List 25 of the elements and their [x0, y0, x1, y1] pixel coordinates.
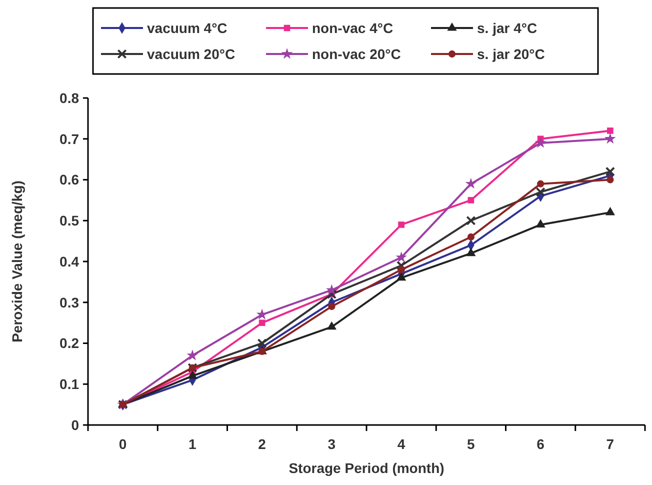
x-tick-label: 4 [397, 436, 406, 452]
x-tick-label: 6 [536, 436, 545, 452]
y-tick-label: 0.8 [60, 90, 80, 106]
y-tick-label: 0.1 [60, 376, 80, 392]
y-tick-label: 0.4 [60, 253, 80, 270]
legend-label: vacuum 20°C [147, 46, 236, 62]
y-tick-label: 0.6 [60, 172, 80, 188]
y-tick-label: 0.3 [60, 294, 80, 310]
y-tick-label: 0 [71, 416, 80, 433]
x-tick-label: 3 [328, 436, 336, 452]
y-tick-label: 0.5 [60, 212, 80, 229]
x-tick-label: 2 [258, 436, 266, 452]
y-tick-label: 0.2 [60, 335, 80, 352]
legend-label: vacuum 4°C [147, 20, 228, 36]
y-tick-label: 0.7 [60, 130, 80, 147]
x-tick-label: 5 [467, 436, 476, 452]
legend-label: non-vac 4°C [312, 20, 394, 36]
x-tick-label: 0 [118, 436, 127, 452]
x-axis-title: Storage Period (month) [288, 460, 444, 476]
x-tick-label: 7 [606, 436, 614, 452]
y-axis-title: Peroxide Value (meq/kg) [9, 180, 25, 342]
legend-label: s. jar 20°C [477, 46, 545, 62]
legend-label: non-vac 20°C [312, 46, 401, 62]
x-tick-label: 1 [188, 436, 197, 452]
legend-label: s. jar 4°C [477, 20, 538, 36]
